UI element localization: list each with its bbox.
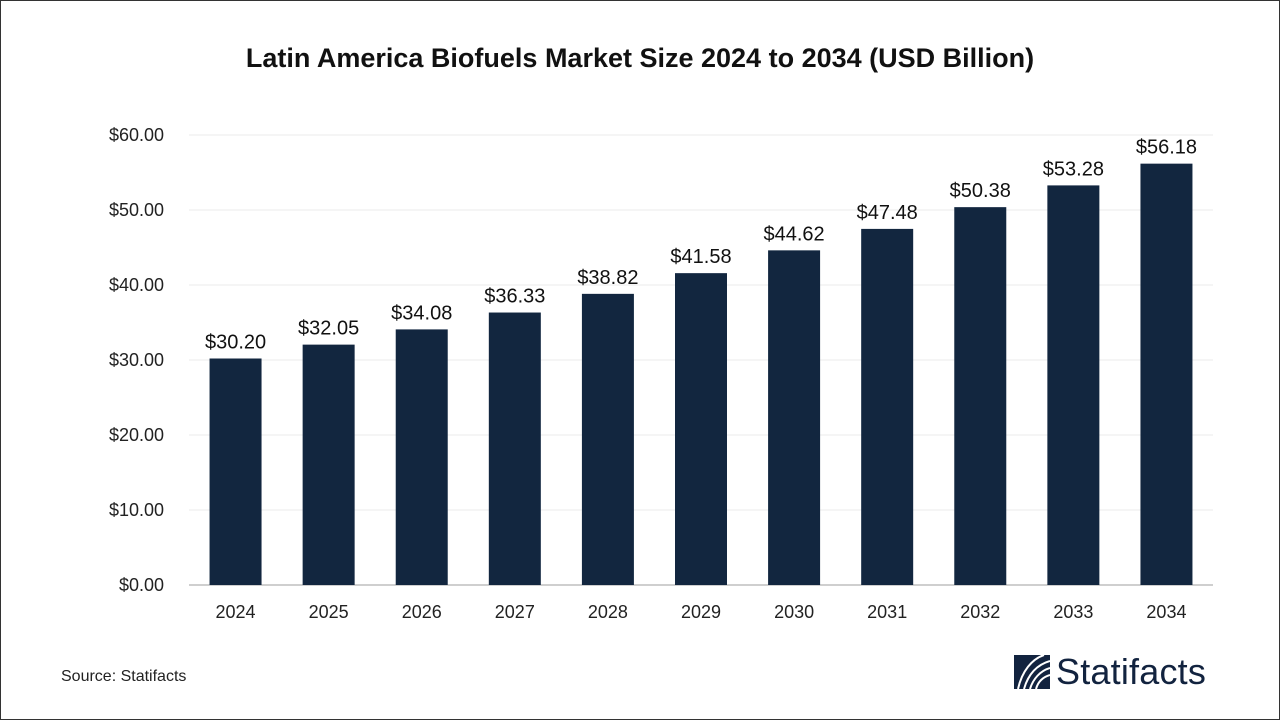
x-tick-label: 2033 — [1053, 602, 1093, 622]
bar — [675, 273, 727, 585]
bar — [861, 228, 914, 585]
chart-title: Latin America Biofuels Market Size 2024 … — [245, 43, 1035, 73]
y-tick-label: $60.00 — [109, 125, 164, 145]
bar — [768, 250, 821, 585]
y-tick-label: $30.00 — [109, 350, 164, 370]
bar — [1047, 185, 1100, 585]
data-label: $53.28 — [1043, 158, 1104, 180]
data-label: $32.05 — [298, 318, 359, 340]
bar — [488, 312, 541, 585]
y-tick-label: $50.00 — [109, 200, 164, 220]
bar — [581, 293, 634, 585]
statifacts-logo: Statifacts — [1014, 651, 1206, 693]
data-label: $36.33 — [484, 286, 545, 308]
x-tick-label: 2027 — [495, 602, 535, 622]
y-tick-label: $0.00 — [119, 575, 164, 595]
logo-text: Statifacts — [1056, 651, 1207, 692]
data-label: $47.48 — [857, 202, 918, 224]
bar — [1140, 163, 1193, 585]
bar — [954, 207, 1007, 585]
statifacts-logo-icon — [1014, 655, 1050, 689]
data-label: $50.38 — [950, 180, 1011, 202]
data-label: $56.18 — [1136, 137, 1197, 159]
data-label: $41.58 — [670, 246, 731, 268]
x-tick-label: 2031 — [867, 602, 907, 622]
x-tick-label: 2026 — [402, 602, 442, 622]
source-note: Source: Statifacts — [61, 668, 187, 685]
y-tick-label: $20.00 — [109, 425, 164, 445]
bar — [209, 358, 262, 585]
x-tick-label: 2024 — [216, 602, 256, 622]
data-label: $34.08 — [391, 302, 452, 324]
bar — [395, 329, 448, 585]
bar — [302, 344, 355, 585]
data-label: $30.20 — [205, 332, 266, 354]
y-tick-label: $40.00 — [109, 275, 164, 295]
data-label: $38.82 — [577, 267, 638, 289]
x-tick-label: 2034 — [1146, 602, 1186, 622]
x-tick-label: 2028 — [588, 602, 628, 622]
x-tick-label: 2029 — [681, 602, 721, 622]
x-tick-label: 2025 — [309, 602, 349, 622]
x-tick-label: 2032 — [960, 602, 1000, 622]
x-tick-label: 2030 — [774, 602, 814, 622]
y-tick-label: $10.00 — [109, 500, 164, 520]
data-label: $44.62 — [764, 223, 825, 245]
